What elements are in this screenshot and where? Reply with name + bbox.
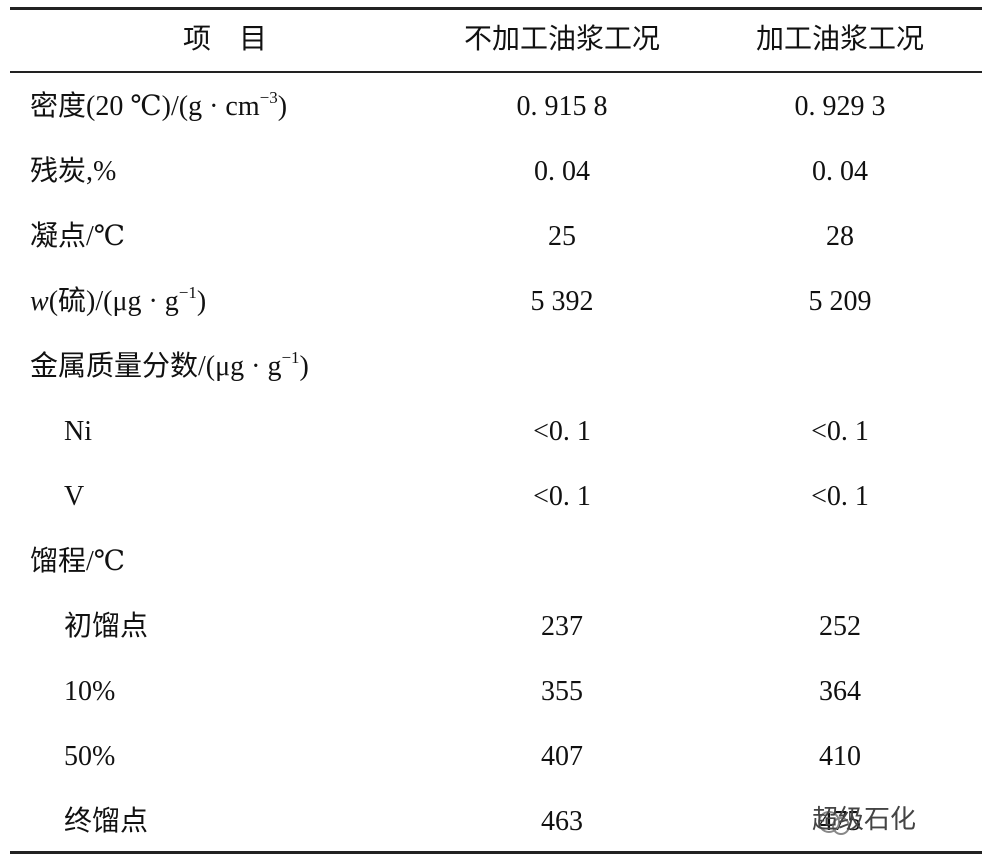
row-label: 50% — [64, 737, 115, 777]
top-rule — [10, 7, 982, 10]
value-cell: <0. 1 — [811, 416, 869, 447]
superscript: −1 — [178, 283, 197, 302]
value-cell: 364 — [819, 676, 861, 707]
value-cell: <0. 1 — [811, 481, 869, 512]
label-text: 50% — [64, 741, 116, 772]
value-cell: 355 — [541, 676, 583, 707]
row-label: V — [64, 477, 84, 517]
superscript: −1 — [281, 348, 300, 367]
italic-text: w — [30, 286, 49, 317]
label-text: 10% — [64, 676, 116, 707]
header-cell: 加工油浆工况 — [755, 24, 924, 55]
row-label: 残炭,% — [30, 152, 116, 192]
row-label: 终馏点 — [64, 802, 148, 842]
label-text: 密度(20 ℃)/(g · cm — [30, 91, 260, 122]
label-text: ) — [196, 286, 207, 317]
label-text: V — [64, 481, 85, 512]
label-text: (硫)/(μg · g — [48, 286, 179, 317]
header-cell: 不加工油浆工况 — [463, 24, 660, 55]
row-label: 凝点/℃ — [30, 217, 125, 257]
value-cell: 0. 929 3 — [794, 91, 886, 122]
watermark: 超级石化 — [812, 805, 917, 835]
value-cell: 0. 915 8 — [516, 91, 608, 122]
row-label: 10% — [64, 672, 115, 712]
bottom-rule — [10, 851, 982, 854]
value-cell: 25 — [548, 221, 576, 252]
value-cell: 0. 04 — [812, 156, 868, 187]
value-cell: 252 — [819, 611, 861, 642]
header-rule — [10, 71, 982, 73]
row-label: 密度(20 ℃)/(g · cm−3) — [30, 87, 287, 127]
label-text: 馏程/℃ — [30, 546, 126, 577]
label-text: 凝点/℃ — [30, 221, 126, 252]
value-cell: <0. 1 — [533, 416, 591, 447]
row-label: 馏程/℃ — [30, 542, 125, 582]
value-cell: 28 — [826, 221, 854, 252]
superscript: −3 — [259, 88, 278, 107]
value-cell: 407 — [541, 741, 583, 772]
header-cell: 项 目 — [182, 24, 267, 55]
row-label: 初馏点 — [64, 607, 148, 647]
row-label: w(硫)/(μg · g−1) — [30, 282, 206, 322]
value-cell: 5 209 — [808, 286, 872, 317]
label-text: ) — [299, 351, 309, 382]
watermark-icon — [818, 811, 850, 835]
value-cell: 463 — [541, 806, 583, 837]
value-cell: <0. 1 — [533, 481, 591, 512]
label-text: 终馏点 — [64, 806, 149, 837]
value-cell: 5 392 — [530, 286, 594, 317]
row-label: 金属质量分数/(μg · g−1) — [30, 347, 309, 387]
value-cell: 237 — [541, 611, 583, 642]
label-text: 残炭,% — [30, 156, 117, 187]
row-label: Ni — [64, 412, 92, 452]
label-text: 金属质量分数/(μg · g — [30, 351, 282, 382]
label-text: Ni — [64, 416, 92, 447]
label-text: 初馏点 — [64, 611, 149, 642]
value-cell: 410 — [819, 741, 861, 772]
label-text: ) — [277, 91, 288, 122]
value-cell: 0. 04 — [534, 156, 590, 187]
